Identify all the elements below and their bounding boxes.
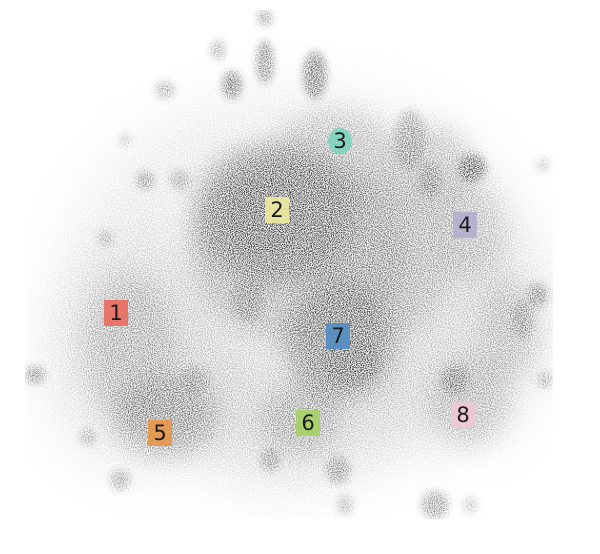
cluster-label-2: 2: [265, 197, 289, 223]
cluster-label-7: 7: [326, 323, 350, 349]
cluster-label-3: 3: [328, 128, 352, 154]
cluster-label-4: 4: [453, 212, 477, 238]
cluster-label-8: 8: [451, 402, 475, 428]
cluster-label-1: 1: [104, 300, 128, 326]
cluster-label-5: 5: [148, 420, 172, 446]
cluster-label-6: 6: [296, 410, 320, 436]
